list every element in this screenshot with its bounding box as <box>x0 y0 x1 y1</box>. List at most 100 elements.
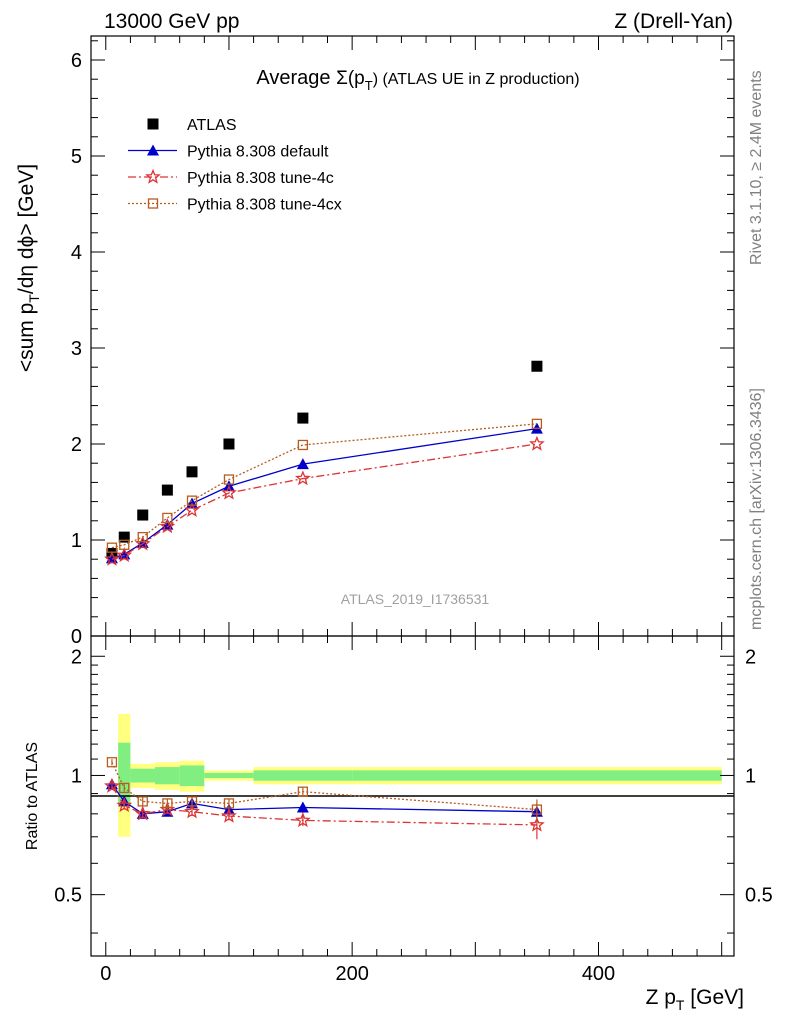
legend-label: Pythia 8.308 default <box>187 144 329 161</box>
header-right: Z (Drell-Yan) <box>614 10 733 33</box>
ratio-data-point <box>221 807 237 823</box>
legend-entry-2: Pythia 8.308 tune-4c <box>128 168 334 187</box>
ratio-panel: 0.5 0.5 1 1 2 2 0 200 400 Ratio to ATLAS Z pT [G… <box>24 635 773 1013</box>
legend-label: Pythia 8.308 tune-4c <box>187 170 334 187</box>
legend-label: Pythia 8.308 tune-4cx <box>187 197 342 214</box>
ratio-y-axis-label: Ratio to ATLAS <box>24 742 41 850</box>
main-panel: 0 1 2 3 4 5 6 Average Σ(pT) (ATLAS UE in Z pro… <box>15 35 735 648</box>
ratio-data-point <box>137 796 148 807</box>
main-data-point <box>104 550 120 566</box>
ratio-y-tick-label: 0.5 <box>54 885 82 907</box>
ratio-series-layer <box>104 757 545 840</box>
legend-marker <box>145 168 161 184</box>
ratio-y-tick-label: 2 <box>71 646 82 668</box>
main-data-point <box>531 418 543 429</box>
ratio-frame <box>90 635 735 957</box>
ratio-data-point <box>184 803 200 819</box>
main-data-point <box>531 360 543 372</box>
main-data-point <box>294 470 311 486</box>
main-data-point <box>297 439 309 451</box>
ratio-green-band <box>204 772 254 779</box>
main-data-point <box>223 474 235 485</box>
main-data-point <box>119 539 130 550</box>
main-y-tick-label: 3 <box>71 338 82 360</box>
ratio-series-line-2 <box>111 761 537 811</box>
main-data-point <box>116 547 133 563</box>
ratio-data-point <box>223 798 235 809</box>
ratio-data-point <box>162 798 173 809</box>
legend-label: ATLAS <box>187 117 237 134</box>
main-y-tick-label: 1 <box>71 530 82 552</box>
ratio-y-tick-label-right: 1 <box>745 765 756 787</box>
main-data-point <box>296 458 309 470</box>
main-series-layer <box>104 360 545 566</box>
main-y-tick-label: 6 <box>71 50 82 72</box>
main-data-point <box>223 438 235 450</box>
main-title: Average Σ(pT) (ATLAS UE in Z production) <box>256 67 579 93</box>
ratio-y-tick-label: 1 <box>71 765 82 787</box>
ratio-axis-ticks: 0.5 0.5 1 1 2 2 0 200 400 <box>54 636 773 985</box>
ratio-series-1 <box>104 777 545 840</box>
main-data-point <box>106 542 118 553</box>
legend-entry-0: ATLAS <box>147 117 237 134</box>
main-data-point <box>137 509 149 521</box>
x-tick-label: 200 <box>335 963 368 985</box>
legend-entry-3: Pythia 8.308 tune-4cx <box>128 197 342 214</box>
ratio-green-band <box>352 770 722 781</box>
ratio-data-point <box>531 804 543 815</box>
ratio-green-band <box>130 768 156 783</box>
main-series-3 <box>106 418 543 553</box>
legend-entry-1: Pythia 8.308 default <box>128 144 329 161</box>
ratio-data-point <box>119 782 130 794</box>
rivet-label: Rivet 3.1.10, ≥ 2.4M events <box>748 70 765 265</box>
ratio-bands <box>118 713 722 837</box>
main-data-point <box>184 501 200 517</box>
main-data-point <box>159 518 176 534</box>
main-data-point <box>118 531 130 543</box>
main-series-line-3 <box>111 423 537 549</box>
main-data-point <box>186 495 198 506</box>
main-series-2 <box>104 435 545 566</box>
main-data-point <box>162 512 173 524</box>
main-y-tick-label: 2 <box>71 434 82 456</box>
main-data-point <box>137 531 148 543</box>
main-data-point <box>297 412 309 424</box>
legend-marker <box>147 144 159 156</box>
main-series-line-1 <box>111 427 538 559</box>
legend-marker <box>147 198 159 209</box>
ratio-series-line-1 <box>111 785 537 826</box>
ratio-data-point <box>104 777 120 793</box>
ratio-green-band <box>155 767 180 785</box>
ratio-data-point <box>134 805 151 821</box>
main-data-point <box>221 484 237 500</box>
legend: ATLAS Pythia 8.308 default Pythia 8.308 tu… <box>128 117 342 214</box>
main-data-point <box>186 466 198 478</box>
mcplots-label: mcplots.cern.ch [arXiv:1306.3436] <box>748 388 765 630</box>
ratio-y-tick-label-right: 2 <box>745 646 756 668</box>
ratio-data-point <box>529 816 545 832</box>
ratio-green-band <box>118 742 131 804</box>
x-tick-label: 0 <box>100 963 111 985</box>
ratio-green-band <box>179 765 205 787</box>
ratio-green-band <box>253 770 353 781</box>
main-y-tick-label: 0 <box>71 626 82 648</box>
ratio-data-point <box>296 801 309 813</box>
legend-marker <box>147 118 159 130</box>
main-y-axis-label: <sum pT/dη dϕ> [GeV] <box>15 164 42 372</box>
main-y-tick-label: 5 <box>71 146 82 168</box>
ratio-data-point <box>297 786 309 797</box>
ratio-y-tick-label-right: 0.5 <box>745 885 773 907</box>
ratio-data-point <box>106 757 118 768</box>
ratio-data-point <box>116 797 133 813</box>
x-tick-label: 400 <box>582 963 615 985</box>
ratio-data-point <box>294 812 311 828</box>
x-axis-label: Z pT [GeV] <box>646 986 744 1013</box>
ratio-data-point <box>186 796 198 807</box>
main-axis-ticks: 0 1 2 3 4 5 6 <box>71 36 734 648</box>
ratio-series-2 <box>106 757 543 821</box>
main-y-tick-label: 4 <box>71 242 82 264</box>
main-data-point <box>529 435 545 451</box>
main-watermark: ATLAS_2019_I1736531 <box>341 591 490 607</box>
header-left: 13000 GeV pp <box>104 10 239 33</box>
